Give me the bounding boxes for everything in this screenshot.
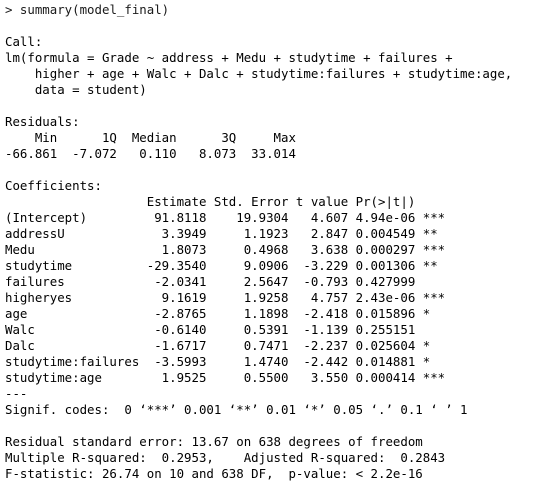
coefficient-row: studytime:age 1.9525 0.5500 3.550 0.0004… [5,370,446,385]
coefficient-row: studytime -29.3540 9.0906 -3.229 0.00130… [5,258,446,273]
separator-line: --- [5,386,28,401]
r-squared-line: Multiple R-squared: 0.2953, Adjusted R-s… [5,450,453,465]
command-text: summary(model_final) [19,2,170,17]
coefficient-row: higheryes 9.1619 1.9258 4.757 2.43e-06 *… [5,290,446,305]
coefficient-row: addressU 3.3949 1.1923 2.847 0.004549 ** [5,226,446,241]
coefficient-row: failures -2.0341 2.5647 -0.793 0.427999 [5,274,446,289]
blank-line [5,162,556,178]
residual-standard-error-line: Residual standard error: 13.67 on 638 de… [5,434,423,449]
f-statistic-line: F-statistic: 26.74 on 10 and 638 DF, p-v… [5,466,423,481]
coefficients-column-header: Estimate Std. Error t value Pr(>|t|) [5,194,446,209]
residuals-labels: Min 1Q Median 3Q Max [5,130,304,145]
coefficient-row: studytime:failures -3.5993 1.4740 -2.442… [5,354,446,369]
command-line: > summary(model_final) [5,2,556,18]
coefficients-header: Coefficients: [5,178,102,193]
call-line: lm(formula = Grade ~ address + Medu + st… [5,50,461,65]
coefficient-row: age -2.8765 1.1898 -2.418 0.015896 * [5,306,446,321]
coefficient-row: (Intercept) 91.8118 19.9304 4.607 4.94e-… [5,210,446,225]
prompt-symbol: > [5,2,20,17]
call-header: Call: [5,34,43,49]
blank-line [5,18,556,34]
signif-codes-line: Signif. codes: 0 ‘***’ 0.001 ‘**’ 0.01 ‘… [5,402,468,417]
blank-line [5,98,556,114]
coefficient-row: Medu 1.8073 0.4968 3.638 0.000297 *** [5,242,446,257]
residuals-values: -66.861 -7.072 0.110 8.073 33.014 [5,146,304,161]
blank-line [5,418,556,434]
call-line: data = student) [5,82,147,97]
coefficient-row: Dalc -1.6717 0.7471 -2.237 0.025604 * [5,338,446,353]
residuals-header: Residuals: [5,114,80,129]
call-line: higher + age + Walc + Dalc + studytime:f… [5,66,520,81]
coefficient-row: Walc -0.6140 0.5391 -1.139 0.255151 [5,322,446,337]
r-console-output: > summary(model_final) Call: lm(formula … [5,2,556,481]
